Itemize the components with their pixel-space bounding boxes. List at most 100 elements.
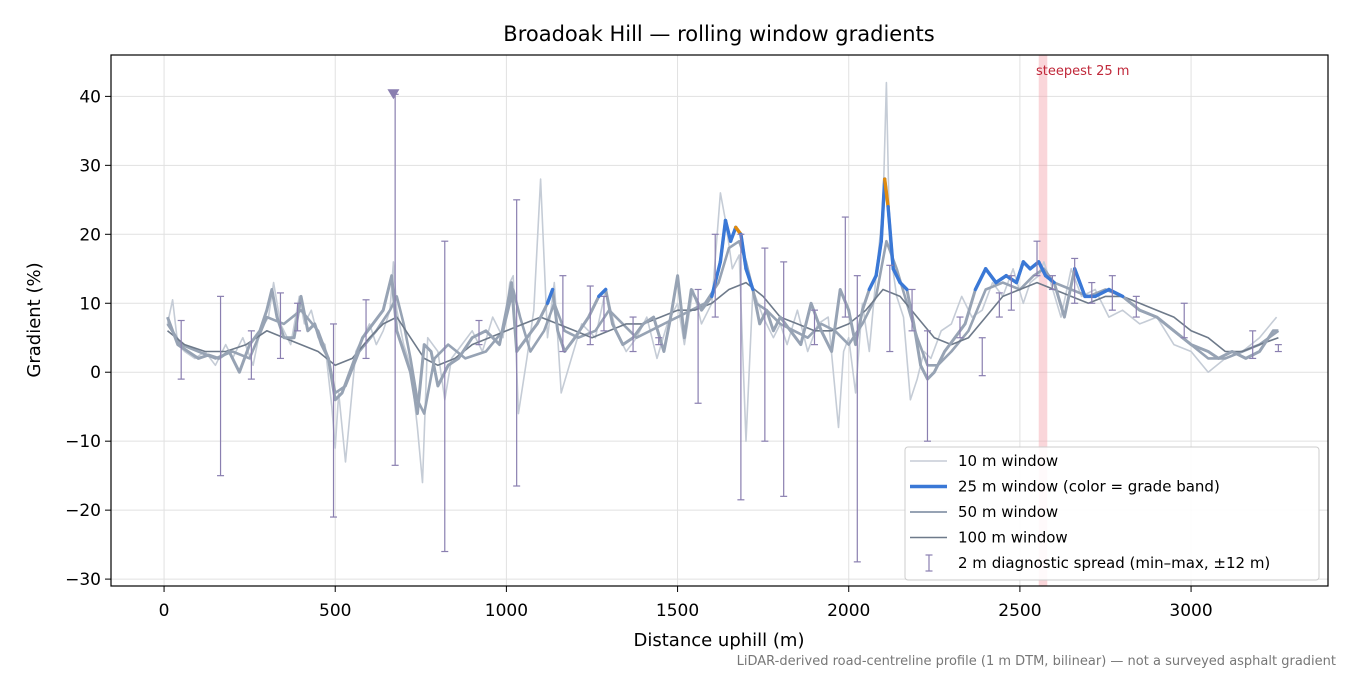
diagnostic-spread-bar [780, 261, 788, 497]
series-25m-band-segment [1037, 260, 1048, 278]
diagnostic-errorbars [177, 89, 1282, 563]
x-tick-label: 1500 [656, 601, 699, 621]
x-axis-label: Distance uphill (m) [634, 630, 805, 651]
diagnostic-spread-bar [600, 295, 608, 332]
axis-ticks: 0 500 1000 1500 2000 2500 3000 −30 −20 −10 0 10 20 30… [65, 87, 1213, 621]
legend-entry: 25 m window (color = grade band) [910, 478, 1220, 496]
diagnostic-spread-bar [1132, 295, 1140, 318]
legend-entry: 10 m window [910, 452, 1058, 470]
legend-label: 50 m window [958, 503, 1058, 521]
diagnostic-spread-bar [853, 275, 861, 563]
max-marker-triangle [387, 89, 400, 100]
x-tick-label: 0 [159, 601, 170, 621]
diagnostic-spread-bar [177, 319, 185, 380]
y-tick-label: 40 [79, 87, 101, 107]
diagnostic-spread-bar [475, 319, 483, 346]
diagnostic-spread-bar [1274, 344, 1282, 353]
y-tick-label: −10 [65, 432, 101, 452]
chart-title: Broadoak Hill — rolling window gradients [503, 22, 934, 46]
diagnostic-spread-bar [330, 323, 338, 518]
legend-label: 100 m window [958, 529, 1068, 547]
y-tick-label: −30 [65, 570, 101, 590]
diagnostic-spread-bar [247, 330, 255, 380]
diagnostic-spread-bar [841, 216, 849, 318]
diagnostic-spread-bar [362, 299, 370, 360]
y-tick-label: 10 [79, 294, 101, 314]
series-25m-band-segment [1093, 287, 1111, 299]
diagnostic-spread-bar [1249, 330, 1257, 360]
series-25m-band-segment [983, 267, 998, 285]
diagnostic-spread-bar [294, 302, 302, 332]
diagnostic-spread-bar [559, 275, 567, 353]
diagnostic-spread-bar [978, 337, 986, 377]
legend-label: 2 m diagnostic spread (min–max, ±12 m) [958, 554, 1270, 572]
y-tick-label: 20 [79, 225, 101, 245]
series-25m-band-segment [710, 260, 723, 299]
series-25m-band-segment [545, 287, 555, 305]
diagnostic-spread-bar [694, 288, 702, 404]
y-tick-label: 30 [79, 156, 101, 176]
diagnostic-spread-bar [1033, 240, 1041, 277]
series-25m-band-segment [739, 232, 748, 271]
diagnostic-spread-bar [1108, 275, 1116, 311]
diagnostic-spread-bar [586, 285, 594, 346]
x-tick-label: 1000 [485, 601, 528, 621]
legend-label: 25 m window (color = grade band) [958, 478, 1220, 496]
diagnostic-spread-bar [1180, 302, 1188, 339]
legend-entry: 100 m window [910, 529, 1068, 547]
series-25m-band-segment [723, 218, 733, 243]
diagnostic-spread-bar [1088, 281, 1096, 304]
diagnostic-spread-bar [737, 233, 745, 501]
series-25m-band-segment [1107, 287, 1125, 299]
series-25m-band-segment [874, 239, 883, 278]
diagnostic-spread-bar [276, 292, 284, 360]
series-25m-band-segment [882, 177, 890, 209]
series-25m-band-segment [1072, 267, 1087, 299]
y-tick-label: 0 [90, 363, 101, 383]
series-25m-band-segment [973, 267, 988, 292]
x-tick-label: 2000 [827, 601, 870, 621]
y-tick-label: −20 [65, 501, 101, 521]
legend-entry: 50 m window [910, 503, 1058, 521]
x-tick-label: 3000 [1169, 601, 1212, 621]
diagnostic-spread-bar [1048, 275, 1056, 291]
grid-lines [111, 55, 1328, 586]
diagnostic-spread-bar [441, 240, 449, 553]
series-25m-band-segment [879, 177, 887, 243]
diagnostic-spread-bar [513, 199, 521, 487]
series-25m-band-segment [886, 205, 895, 271]
diagnostic-spread-bar [655, 337, 663, 346]
y-axis-label: Gradient (%) [24, 262, 45, 377]
series-25m-band-segment [744, 267, 755, 292]
series-25m-band-segment [1014, 260, 1026, 285]
diagnostic-spread-bar [761, 247, 769, 442]
series-25m-band-segment [994, 273, 1008, 285]
diagnostic-spread-bar [711, 233, 719, 318]
steepest-window-label: steepest 25 m [1036, 64, 1129, 79]
series-25m-band-segment [597, 287, 608, 299]
diagnostic-spread-bar [810, 309, 818, 346]
series-25m-band-segment [867, 273, 878, 292]
series-25m-band-segment [728, 225, 738, 243]
series-25m-band-segment [898, 280, 909, 292]
diagnostic-spread-bar [217, 295, 225, 477]
footnote: LiDAR-derived road-centreline profile (1… [737, 654, 1336, 669]
x-tick-label: 500 [319, 601, 351, 621]
series-25m-band-segment [718, 218, 728, 264]
legend-label: 10 m window [958, 452, 1058, 470]
diagnostic-spread-bar [995, 292, 1003, 318]
diagnostic-spread-bar [923, 330, 931, 442]
diagnostic-spread-bar [1007, 275, 1015, 311]
diagnostic-spread-bar [908, 288, 916, 332]
steepest-window-rect [1038, 55, 1048, 586]
diagnostic-spread-bar [886, 264, 894, 353]
diagnostic-spread-bar [629, 316, 637, 353]
legend-box [904, 446, 1320, 581]
series-25m-band-segment [891, 267, 902, 285]
plot-frame [110, 54, 1329, 587]
steepest-window-band [1038, 55, 1048, 586]
x-tick-label: 2500 [998, 601, 1041, 621]
legend-entry: 2 m diagnostic spread (min–max, ±12 m) [925, 554, 1270, 572]
legend: 10 m window 25 m window (color = grade ba… [904, 446, 1320, 581]
